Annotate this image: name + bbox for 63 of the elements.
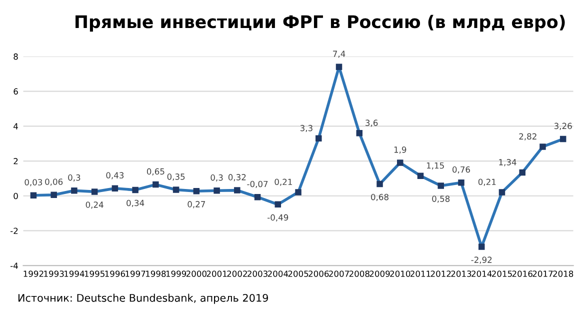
- data-label: 3,3: [300, 124, 312, 132]
- data-label: 0,3: [210, 174, 223, 182]
- x-tick-label: 2001: [206, 270, 227, 277]
- data-label: 0,03: [24, 179, 42, 186]
- x-tick-label: 2000: [186, 270, 206, 277]
- data-label: -0,49: [268, 214, 288, 222]
- data-label: 0,35: [167, 174, 185, 181]
- data-label: 0,76: [452, 166, 470, 174]
- data-label: 0,58: [432, 196, 450, 203]
- data-label: 0,06: [45, 178, 63, 186]
- data-label: 1,34: [499, 159, 516, 166]
- x-tick-label: 1999: [166, 270, 186, 277]
- y-tick-label: 2: [14, 158, 18, 164]
- x-tick-label: 2004: [268, 270, 288, 277]
- x-tick-label: 1995: [84, 270, 104, 277]
- x-tick-label: 2014: [472, 270, 492, 277]
- text: Источник: Deutsche Bundesbank, апрель 2019: [18, 294, 268, 304]
- x-tick-label: 2018: [553, 270, 574, 277]
- y-tick-label: -4: [10, 262, 18, 269]
- data-label: 1,9: [394, 146, 406, 154]
- x-tick-label: 2012: [430, 270, 451, 277]
- x-tick-label: 2006: [308, 270, 329, 277]
- data-label: 0,34: [126, 200, 144, 207]
- chart-title: Прямые инвестиции ФРГ в Россию (в млрд евро): [76, 14, 565, 32]
- x-tick-label: 2009: [370, 270, 390, 277]
- x-tick-label: 1993: [44, 270, 64, 277]
- data-label: 2,82: [519, 133, 536, 140]
- y-tick-label: 8: [14, 53, 18, 60]
- x-tick-label: 1996: [105, 270, 126, 277]
- x-tick-label: 1998: [146, 270, 166, 277]
- data-label: 3,26: [554, 122, 572, 130]
- data-label: -0,07: [247, 180, 268, 188]
- x-tick-label: 2016: [512, 270, 532, 277]
- x-tick-label: 1997: [126, 270, 146, 277]
- x-tick-label: 1994: [64, 270, 84, 277]
- data-label: 7,4: [333, 50, 346, 58]
- x-tick-label: 2013: [451, 270, 472, 277]
- data-label: -2,92: [471, 256, 492, 264]
- data-label: 0,21: [274, 178, 292, 186]
- x-tick-label: 1992: [24, 270, 44, 277]
- x-tick-label: 2010: [390, 270, 410, 277]
- x-tick-label: 2007: [329, 270, 349, 277]
- data-label: 0,27: [188, 201, 205, 208]
- x-tick-label: 2003: [248, 270, 268, 277]
- data-label: 0,32: [228, 174, 246, 182]
- x-tick-label: 2002: [227, 270, 247, 277]
- data-label: 1,15: [426, 162, 444, 170]
- x-tick-label: 2011: [410, 270, 430, 277]
- data-label: 0,65: [146, 168, 164, 176]
- data-label: 0,43: [106, 172, 124, 180]
- y-tick-label: 0: [14, 192, 18, 200]
- x-tick-label: 2015: [492, 270, 512, 277]
- x-tick-label: 2008: [349, 270, 370, 277]
- data-label: 0,21: [478, 178, 496, 186]
- y-tick-label: -2: [10, 228, 18, 234]
- data-label: 3,6: [366, 120, 378, 127]
- y-tick-label: 4: [14, 123, 18, 130]
- x-tick-label: 2017: [532, 270, 553, 277]
- x-tick-label: 2005: [288, 270, 308, 277]
- y-tick-label: 6: [14, 88, 18, 95]
- data-label: 0,68: [371, 194, 388, 202]
- data-label: 0,24: [86, 202, 104, 209]
- data-label: 0,3: [68, 174, 80, 182]
